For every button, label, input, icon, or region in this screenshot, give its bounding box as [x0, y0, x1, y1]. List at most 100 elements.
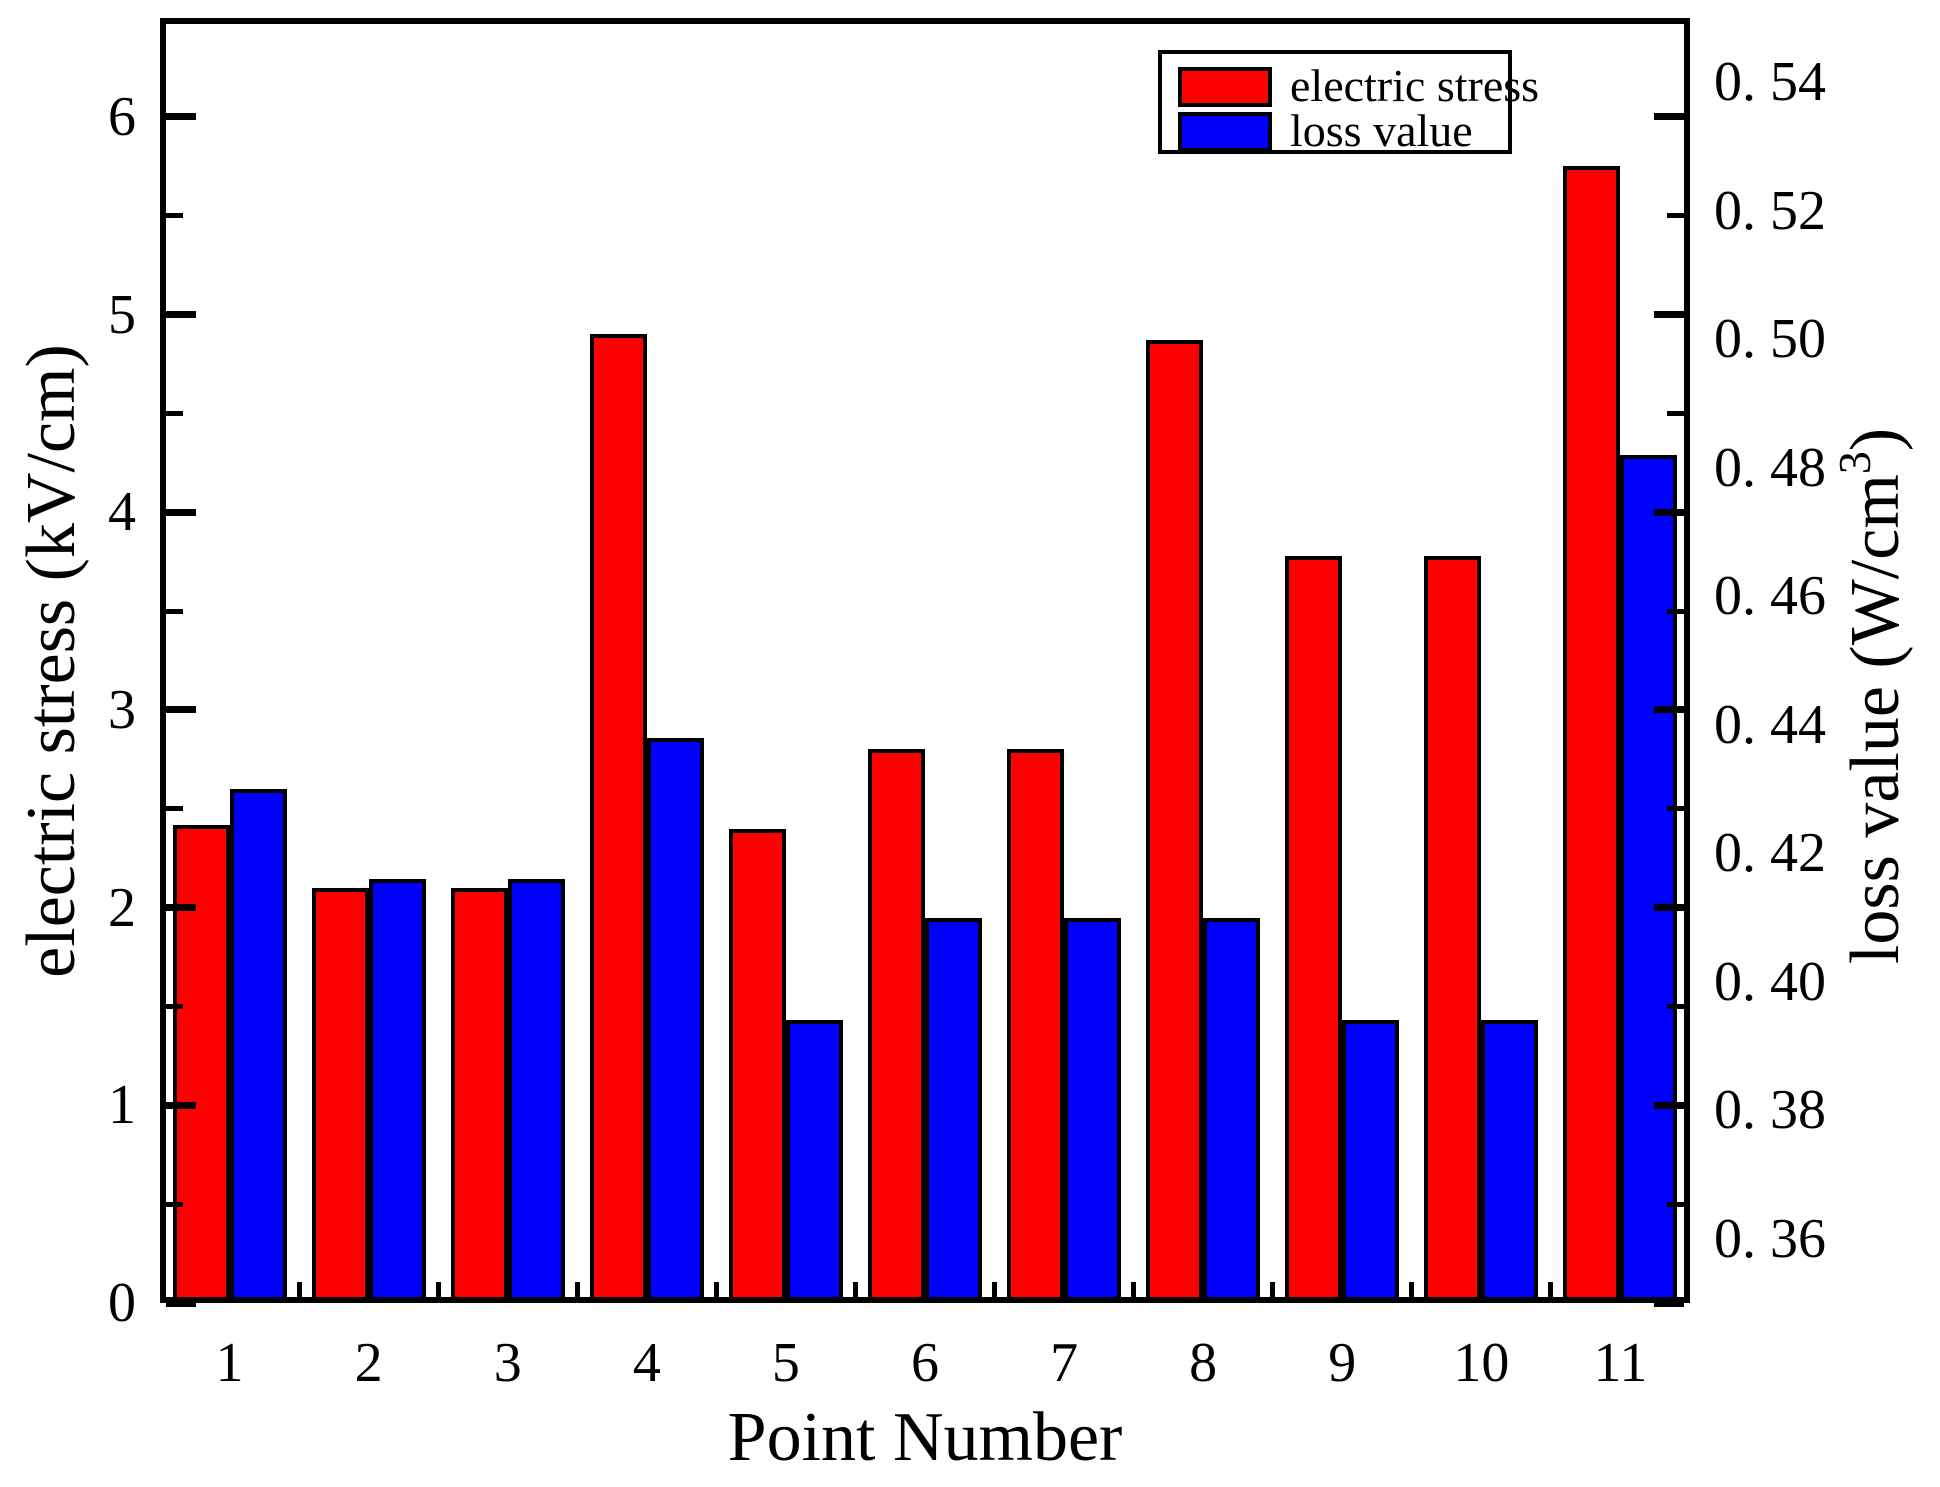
bar-electric-stress-9 — [1285, 555, 1343, 1303]
right-minor-tick-3.5 — [1667, 608, 1684, 614]
bar-electric-stress-1 — [172, 824, 230, 1303]
bar-loss-value-7 — [1064, 917, 1122, 1303]
bar-loss-value-6 — [925, 917, 982, 1303]
bar-loss-value-5 — [785, 1020, 843, 1303]
left-axis-title: electric stress (kV/cm) — [12, 344, 92, 978]
x-tick-label-4: 4 — [632, 1332, 661, 1394]
legend-label-electric-stress: electric stress — [1290, 60, 1540, 111]
right-minor-tick-1.5 — [1667, 1003, 1684, 1009]
left-minor-tick-0.5 — [166, 1201, 183, 1207]
right-tick-label-0.42: 0. 42 — [1714, 822, 1826, 885]
left-minor-tick-1.5 — [166, 1003, 183, 1009]
x-boundary-tick-1 — [296, 1282, 302, 1297]
left-minor-tick-3.5 — [166, 608, 183, 614]
right-axis-title-main: loss value (W/cm — [1837, 474, 1914, 965]
x-axis-title: Point Number — [160, 1398, 1690, 1478]
bar-electric-stress-7 — [1007, 749, 1065, 1303]
bar-loss-value-8 — [1203, 917, 1261, 1303]
left-major-tick-2 — [166, 904, 196, 912]
bar-loss-value-3 — [507, 878, 565, 1303]
right-minor-tick-0.5 — [1667, 1201, 1684, 1207]
x-tick-label-11: 11 — [1593, 1332, 1648, 1394]
left-tick-label-2: 2 — [108, 876, 136, 939]
left-major-tick-4 — [166, 508, 196, 516]
bar-electric-stress-3 — [450, 887, 508, 1303]
bar-loss-value-2 — [368, 878, 426, 1303]
right-major-tick-1 — [1654, 1101, 1684, 1109]
bar-electric-stress-11 — [1563, 166, 1621, 1303]
bar-loss-value-1 — [229, 789, 287, 1303]
left-tick-label-5: 5 — [108, 283, 136, 346]
bar-electric-stress-2 — [311, 887, 369, 1303]
left-axis-title-text: electric stress (kV/cm) — [13, 344, 90, 978]
x-boundary-tick-8 — [1270, 1282, 1276, 1297]
left-minor-tick-5.5 — [166, 213, 183, 219]
x-boundary-tick-7 — [1131, 1282, 1137, 1297]
legend-swatch-electric-stress — [1178, 67, 1272, 107]
right-tick-label-0.54: 0. 54 — [1714, 51, 1826, 114]
right-major-tick-6 — [1654, 113, 1684, 121]
bar-electric-stress-4 — [589, 334, 647, 1303]
bar-loss-value-11 — [1620, 454, 1678, 1303]
legend-row-loss-value: loss value — [1162, 105, 1508, 156]
x-tick-label-8: 8 — [1189, 1332, 1218, 1394]
x-boundary-tick-2 — [435, 1282, 441, 1297]
right-tick-label-0.50: 0. 50 — [1714, 308, 1826, 371]
bar-electric-stress-6 — [868, 749, 925, 1303]
left-major-tick-1 — [166, 1101, 196, 1109]
x-boundary-tick-4 — [713, 1282, 719, 1297]
left-major-tick-3 — [166, 706, 196, 714]
left-tick-label-1: 1 — [108, 1074, 136, 1137]
right-tick-label-0.46: 0. 46 — [1714, 565, 1826, 628]
bar-loss-value-10 — [1481, 1020, 1539, 1303]
right-tick-label-0.44: 0. 44 — [1714, 693, 1826, 756]
x-tick-label-10: 10 — [1453, 1332, 1510, 1394]
right-major-tick-2 — [1654, 904, 1684, 912]
x-tick-label-3: 3 — [493, 1332, 522, 1394]
x-boundary-tick-9 — [1409, 1282, 1415, 1297]
right-minor-tick-2.5 — [1667, 806, 1684, 812]
right-tick-label-0.36: 0. 36 — [1714, 1207, 1826, 1270]
x-tick-label-1: 1 — [215, 1332, 244, 1394]
x-tick-label-6: 6 — [911, 1332, 939, 1394]
bar-electric-stress-8 — [1146, 340, 1204, 1303]
x-boundary-tick-3 — [574, 1282, 580, 1297]
x-tick-label-2: 2 — [354, 1332, 383, 1394]
x-tick-label-5: 5 — [771, 1332, 800, 1394]
legend-label-loss-value: loss value — [1290, 105, 1473, 156]
left-minor-tick-2.5 — [166, 806, 183, 812]
x-boundary-tick-5 — [852, 1282, 858, 1297]
x-tick-label-7: 7 — [1050, 1332, 1079, 1394]
bar-loss-value-4 — [646, 737, 704, 1303]
x-boundary-tick-10 — [1548, 1282, 1554, 1297]
right-tick-label-0.40: 0. 40 — [1714, 950, 1826, 1013]
right-major-tick-3 — [1654, 706, 1684, 714]
bar-loss-value-9 — [1342, 1020, 1400, 1303]
legend: electric stress loss value — [1158, 50, 1539, 156]
left-tick-label-0: 0 — [108, 1272, 136, 1334]
left-tick-label-3: 3 — [108, 678, 136, 741]
legend-row-electric-stress: electric stress — [1162, 60, 1539, 111]
right-tick-label-0.48: 0. 48 — [1714, 436, 1826, 499]
bar-electric-stress-5 — [728, 828, 786, 1303]
right-major-tick-4 — [1654, 508, 1684, 516]
right-tick-label-0.38: 0. 38 — [1714, 1079, 1826, 1142]
right-axis-title-superscript: 3 — [1829, 451, 1880, 475]
right-axis-title: loss value (W/cm3) — [1828, 428, 1916, 964]
x-boundary-tick-6 — [992, 1282, 998, 1297]
x-axis-title-text: Point Number — [727, 1399, 1123, 1476]
bar-electric-stress-10 — [1424, 555, 1482, 1303]
right-minor-tick-5.5 — [1667, 213, 1684, 219]
right-tick-label-0.52: 0. 52 — [1714, 179, 1826, 242]
right-major-tick-5 — [1654, 311, 1684, 319]
left-major-tick-5 — [166, 311, 196, 319]
x-tick-label-9: 9 — [1328, 1332, 1357, 1394]
left-tick-label-4: 4 — [108, 481, 136, 544]
left-major-tick-0 — [166, 1299, 196, 1307]
right-major-tick-0 — [1654, 1299, 1684, 1307]
left-minor-tick-4.5 — [166, 410, 183, 416]
right-minor-tick-4.5 — [1667, 410, 1684, 416]
left-major-tick-6 — [166, 113, 196, 121]
legend-swatch-loss-value — [1178, 112, 1272, 152]
